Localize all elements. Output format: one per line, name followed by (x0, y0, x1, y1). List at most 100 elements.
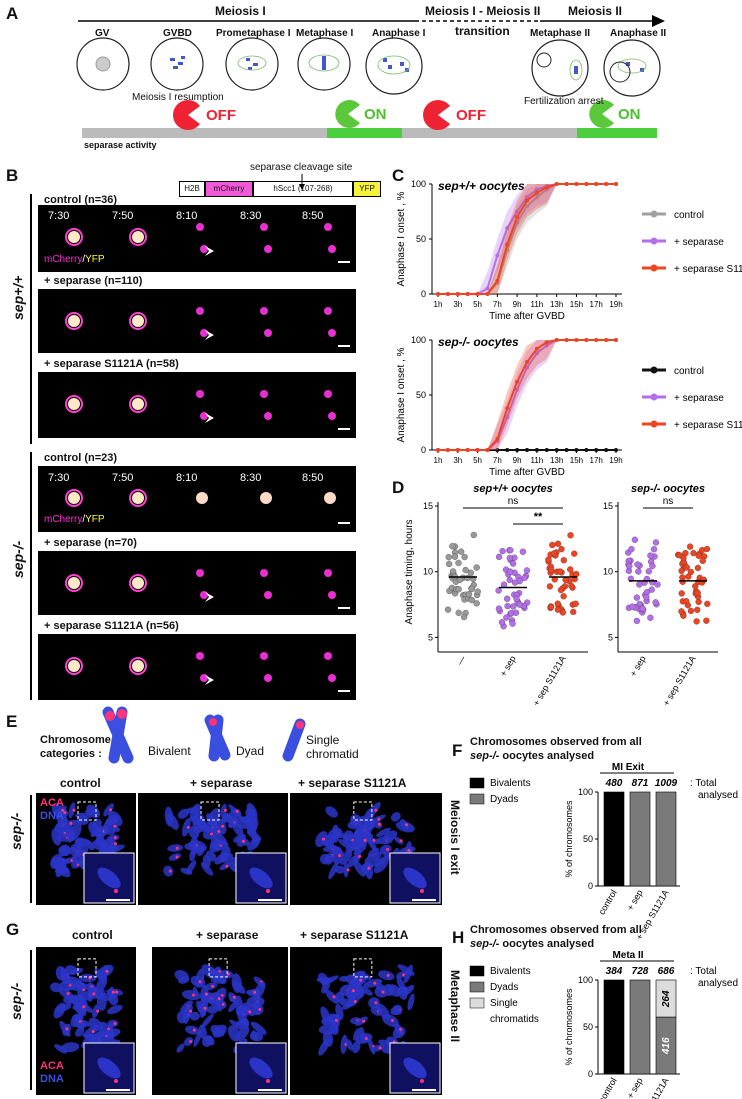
chromosome-signal (132, 398, 144, 410)
series-point (505, 415, 510, 419)
chromosome-spread (316, 958, 441, 1094)
zoom-chromosome (97, 867, 121, 889)
data-point (509, 620, 516, 627)
data-point (554, 540, 562, 547)
legend-swatch (469, 793, 485, 805)
chromosome (339, 850, 353, 865)
zoom-kinetochore (420, 889, 424, 893)
chromosome (88, 821, 99, 837)
construct-h2b: H2B (179, 181, 205, 197)
chromosome (58, 987, 74, 1000)
series-band (438, 340, 616, 450)
data-point (568, 582, 575, 589)
chromosome (228, 804, 243, 819)
bar-segment (603, 979, 625, 1075)
zoom-chromosome (403, 867, 427, 889)
bar-value-label: 416 (661, 1037, 672, 1055)
scale-bar (338, 345, 350, 347)
chromosome (353, 829, 372, 840)
ko-row-control: control (n=23) (44, 452, 118, 464)
data-point (694, 606, 701, 614)
sig-label: ns (508, 496, 519, 507)
zoom-chromosome (249, 1057, 273, 1079)
x-tick-label: 5h (473, 456, 482, 465)
data-point (509, 560, 517, 567)
data-point (513, 595, 520, 602)
bar-segment (655, 791, 677, 887)
f-title1: Chromosomes observed from all (470, 736, 642, 748)
data-point (633, 594, 641, 601)
data-point (562, 576, 569, 584)
data-point (647, 614, 654, 621)
time-3: 8:10 (176, 210, 198, 222)
x-tick-label: 7h (493, 456, 502, 465)
bar-segment (629, 791, 651, 887)
legend-label: chromatids (490, 1014, 539, 1025)
kinetochore (241, 839, 245, 843)
series-point (614, 338, 618, 342)
chart-title: sep-/- oocytes (631, 483, 705, 495)
data-point (556, 568, 564, 575)
chromosome (99, 840, 112, 855)
chromosome (358, 985, 373, 996)
legend-swatch (469, 965, 485, 977)
chromosome-signal (200, 674, 208, 682)
cleavage-site-label: separase cleavage site (250, 162, 353, 173)
total-label: 871 (632, 778, 649, 789)
data-point (547, 603, 555, 611)
kinetochore (210, 832, 214, 836)
series-point (614, 448, 618, 452)
chromosome (168, 853, 182, 861)
x-tick-label: 3h (453, 300, 462, 309)
chromosome (190, 975, 206, 988)
legend-marker (650, 237, 658, 245)
data-point (695, 552, 702, 559)
category-label: + sep (625, 888, 645, 912)
series-point (525, 195, 529, 200)
series-point (584, 182, 589, 186)
data-point (639, 605, 646, 612)
kinetochore (321, 837, 325, 841)
series-point (436, 292, 440, 296)
arrowhead-icon (205, 330, 214, 340)
ko-row-sep: + separase (n=70) (44, 537, 137, 549)
h-title1: Chromosomes observed from all (470, 924, 642, 936)
chromosome-signal (264, 329, 272, 337)
series-point (495, 437, 500, 441)
panel-e-label: E (6, 712, 18, 731)
chromosome (184, 1004, 193, 1019)
e-img-control (36, 793, 136, 905)
chromosome-signal (260, 492, 272, 504)
chromosome (82, 1033, 101, 1041)
chromosome (354, 849, 362, 864)
chromosome (346, 995, 360, 1008)
scale-bar (338, 261, 350, 263)
stage-gvbd: GVBD (163, 28, 192, 39)
y-tick-label: 10 (603, 567, 613, 577)
chromosome (103, 803, 115, 817)
chromosome (338, 975, 350, 982)
zoom-chromosome (97, 1057, 121, 1079)
chromosome-signal (200, 245, 208, 253)
kinetochore (390, 1018, 394, 1022)
time-ko-3: 8:10 (176, 472, 198, 484)
chromosome-signal-halo (65, 312, 83, 330)
chromosome-signal (324, 652, 332, 660)
chromosome (343, 862, 349, 878)
chromosome (328, 862, 339, 880)
chromosome (253, 991, 261, 1010)
chromosome-signal (260, 307, 268, 315)
chromosome (326, 854, 335, 865)
series-point (525, 198, 529, 203)
arrowhead-icon (205, 592, 214, 602)
chromosome (383, 830, 398, 842)
chromosome-signal (328, 674, 336, 682)
legend-swatch (469, 997, 485, 1009)
chromosome-signal (68, 660, 80, 672)
chromosome (103, 827, 116, 835)
category-label: + sep (498, 654, 518, 678)
series-point (495, 278, 500, 283)
kinetochore (363, 838, 367, 842)
data-point (468, 596, 475, 604)
e-col-control: control (60, 776, 101, 790)
